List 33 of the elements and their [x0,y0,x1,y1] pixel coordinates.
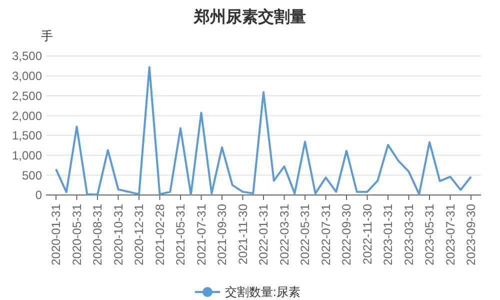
x-tick-label: 2020-01-31 [49,204,64,266]
x-tick-label: 2021-07-31 [194,204,208,266]
x-tick-label: 2022-01-31 [256,204,271,266]
x-tick-label: 2023-05-31 [422,204,437,266]
chart-title: 郑州尿素交割量 [193,7,306,26]
y-tick-label: 2,000 [12,108,42,123]
y-tick-label: 2,500 [12,88,42,103]
x-tick-label: 2021-02-28 [152,204,167,266]
y-tick-label: 500 [22,168,42,182]
x-tick-label: 2023-01-31 [381,204,396,266]
legend-label: 交割数量:尿素 [225,285,300,300]
x-tick-label: 2023-03-31 [402,204,416,266]
line-series [55,66,472,196]
x-tick-label: 2021-05-31 [174,204,188,266]
x-tick-label: 2022-07-31 [318,204,333,266]
x-tick-label: 2022-11-30 [360,204,374,264]
y-tick-label: 3,500 [12,49,42,64]
x-tick-label: 2020-05-31 [70,204,84,266]
x-tick-label: 2022-03-31 [277,204,292,266]
x-tick-label: 2020-10-31 [111,204,126,266]
y-tick-label: 1,000 [12,148,42,162]
y-tick-label: 1,500 [12,128,42,143]
x-tick-label: 2020-08-31 [90,204,105,266]
y-tick-label: 0 [35,188,42,202]
y-axis-title: 手 [41,29,53,43]
x-tick-label: 2021-09-30 [215,204,230,266]
x-tick-label: 2022-05-31 [298,204,312,266]
x-tick-label: 2023-07-31 [443,204,458,266]
x-tick-label: 2020-12-31 [132,204,146,266]
x-tick-label: 2021-11-30 [236,204,250,264]
y-tick-label: 3,000 [12,69,42,84]
x-tick-label: 2022-09-30 [340,204,354,266]
x-tick-label: 2023-09-30 [464,204,478,266]
